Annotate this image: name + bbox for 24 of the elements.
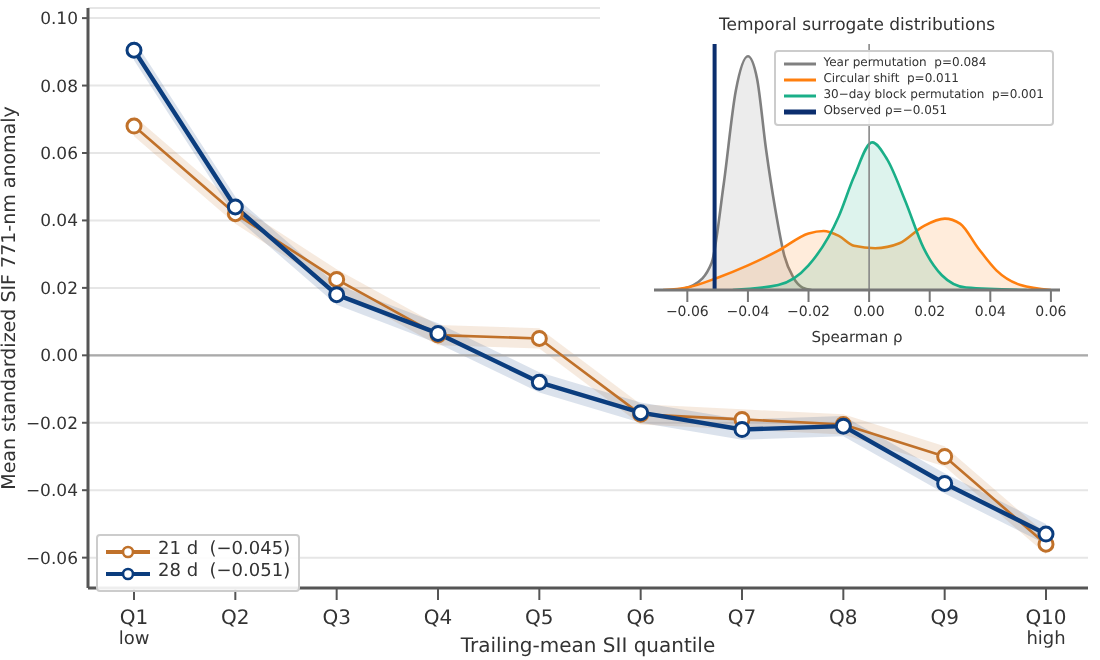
y-tick-label: −0.04 [25,482,78,503]
y-axis-title: Mean standardized SIF 771-nm anomaly [0,105,21,490]
x-tick-label: Q5 [525,608,554,630]
y-tick-label: 0.06 [40,145,78,166]
chart-title: Temporal surrogate distributions [716,16,998,36]
y-tick-label: 0.04 [40,212,78,233]
y-tick-label: −0.06 [25,549,78,570]
legend-label: 21 d (−0.045) [158,540,291,562]
x-tick-label: Q7 [727,608,757,630]
x-tick-label: Q10 high [1025,608,1067,650]
x-tick-label: Q9 [930,608,959,630]
x-tick-label: Q3 [322,608,351,630]
x-axis-title: Trailing-mean SII quantile [458,636,716,658]
x-tick-label: Q8 [829,608,858,630]
legend-label: 28 d (−0.051) [158,562,291,585]
x-tick-label: Q2 [221,608,250,630]
y-tick-label: −0.02 [25,414,78,435]
y-tick-label: 0.08 [40,77,78,98]
x-tick-label: Q6 [626,608,655,630]
y-tick-label: 0.10 [40,10,78,31]
x-tick-label: Q1 low [118,608,150,650]
x-tick-label: Q4 [423,608,453,630]
y-tick-label: 0.02 [40,279,78,300]
y-tick-label: 0.00 [40,347,78,368]
